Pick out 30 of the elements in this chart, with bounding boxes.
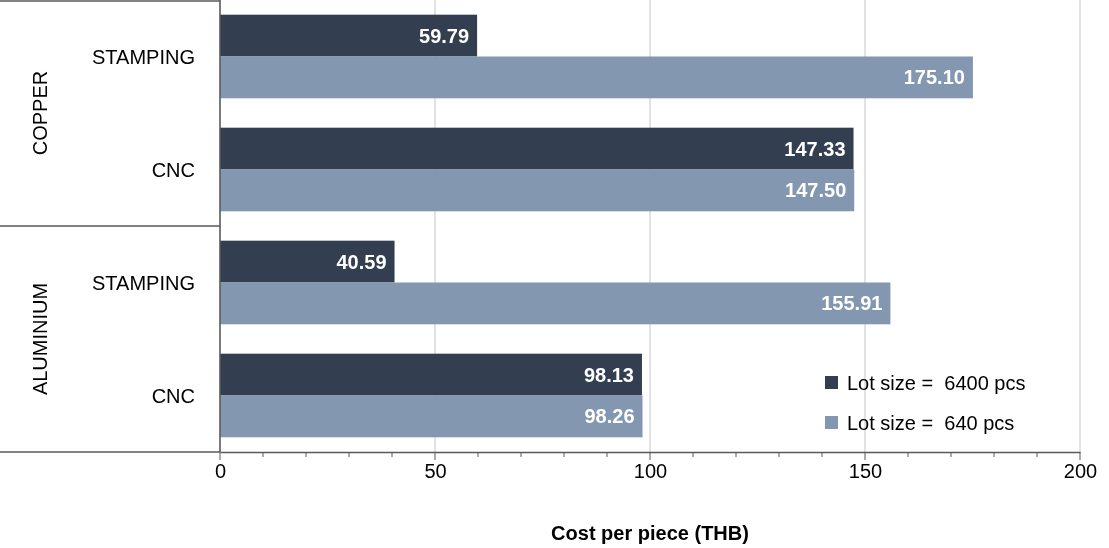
x-tick-label: 200 [1063,460,1098,483]
bar [220,169,855,212]
data-label: 98.26 [584,405,635,428]
y-tick-label: STAMPING [92,271,195,294]
legend-label: Lot size = 640 pcs [847,412,1015,434]
legend-label: Lot size = 6400 pcs [847,372,1026,394]
bar [220,14,478,57]
bar [220,56,973,99]
text: ALUMINIUM [29,282,51,396]
y-tick-label: CNC [151,158,195,181]
y-tick-label: CNC [151,384,195,407]
data-label: 175.10 [903,66,965,89]
data-label: 98.13 [583,363,634,386]
data-label: 147.50 [785,179,847,202]
x-tick-label: 150 [848,460,883,483]
bar [220,282,891,325]
text: COPPER [29,70,51,156]
x-tick-label: 100 [633,460,668,483]
data-label: 147.33 [784,137,846,160]
bar [220,353,642,396]
x-tick-label: 50 [424,460,447,483]
bar [220,395,643,438]
bar [220,240,395,283]
x-tick-label: 0 [214,460,227,483]
x-axis-title: Cost per piece (THB) [551,522,749,544]
bar [220,127,854,170]
data-label: 40.59 [336,250,387,273]
y-tick-label: STAMPING [92,45,195,68]
data-label: 155.91 [821,292,883,315]
data-label: 59.79 [419,24,470,47]
